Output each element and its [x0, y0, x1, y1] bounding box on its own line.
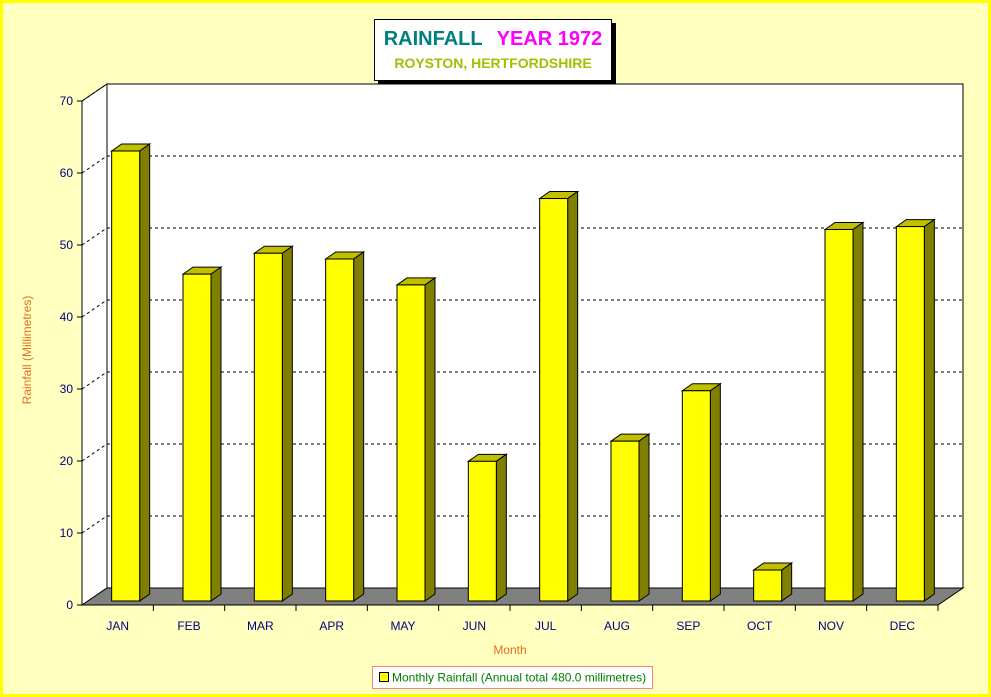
x-tick-label: MAY: [390, 619, 415, 633]
bars: [110, 143, 936, 602]
bar-front: [467, 460, 497, 602]
bar-side: [281, 245, 293, 602]
bar-front: [610, 440, 640, 602]
bar: [181, 266, 223, 602]
bar: [395, 276, 437, 602]
y-tick-label: 40: [60, 310, 74, 324]
chart-title-right: YEAR 1972: [496, 28, 603, 50]
gridline-side: [81, 83, 108, 102]
gridline-side: [81, 227, 108, 246]
bar-side: [139, 143, 151, 602]
axis-labels: 0 10 20 30 40 50 60 70 JAN FEB MAR APR MAY JUN JUL AUG S…: [60, 94, 916, 633]
bar-front: [539, 198, 569, 602]
bar-front: [182, 273, 212, 602]
x-axis-title: Month: [493, 643, 526, 657]
chart-title: RAINFALL YEAR 1972: [375, 28, 611, 51]
back-wall: [106, 83, 964, 589]
bar: [252, 245, 294, 602]
bar: [823, 221, 865, 602]
bar-side: [353, 251, 365, 602]
side-wall: [81, 83, 108, 606]
bar-front: [824, 228, 854, 602]
y-axis-title: Rainfall (Millimetres): [20, 296, 34, 405]
bar-side: [709, 382, 721, 602]
x-tick-label: JUL: [535, 619, 557, 633]
bar: [538, 190, 580, 602]
bar: [680, 382, 722, 602]
chart-title-box: RAINFALL YEAR 1972 ROYSTON, HERTFORDSHIRE: [374, 19, 612, 81]
legend-label: Monthly Rainfall (Annual total 480.0 mil…: [392, 670, 647, 685]
bar-front: [895, 226, 925, 602]
bar-front: [325, 258, 355, 602]
gridline-side: [81, 443, 108, 462]
bar: [752, 562, 794, 602]
y-tick-label: 50: [60, 238, 74, 252]
bar-front: [396, 284, 426, 602]
bar-side: [567, 190, 579, 602]
legend-swatch: [379, 671, 389, 682]
plot-walls: [80, 83, 965, 606]
gridline-side: [81, 299, 108, 318]
x-tick-label: SEP: [676, 619, 700, 633]
bar-side: [781, 562, 793, 602]
legend: Monthly Rainfall (Annual total 480.0 mil…: [372, 666, 654, 689]
x-tick-label: JUN: [463, 619, 486, 633]
bar: [466, 453, 508, 602]
bar-front: [111, 150, 141, 602]
x-tick-label: FEB: [177, 619, 200, 633]
bar: [110, 143, 152, 602]
bar-side: [210, 266, 222, 602]
bar-side: [852, 221, 864, 602]
bar-side: [495, 453, 507, 602]
y-tick-label: 20: [60, 454, 74, 468]
x-tick-label: JAN: [106, 619, 129, 633]
y-tick-label: 70: [60, 94, 74, 108]
chart-title-left: RAINFALL: [383, 28, 483, 50]
x-tick-label: APR: [319, 619, 344, 633]
x-tick-label: DEC: [890, 619, 916, 633]
y-tick-label: 10: [60, 526, 74, 540]
bar: [609, 433, 651, 602]
chart-subtitle: ROYSTON, HERTFORDSHIRE: [394, 55, 592, 71]
gridlines: [81, 83, 963, 534]
bar: [894, 218, 936, 602]
bar-side: [424, 276, 436, 602]
gridline-side: [81, 371, 108, 390]
bar-front: [681, 390, 711, 602]
x-tick-label: NOV: [818, 619, 844, 633]
bar-front: [753, 569, 783, 602]
y-tick-label: 60: [60, 166, 74, 180]
y-tick-label: 0: [66, 598, 73, 612]
gridline-side: [81, 155, 108, 174]
x-tick-label: OCT: [747, 619, 773, 633]
bar: [324, 251, 366, 602]
bar-side: [923, 218, 935, 602]
y-tick-label: 30: [60, 382, 74, 396]
bar-side: [638, 433, 650, 602]
axes: [77, 100, 939, 611]
gridline-side: [81, 515, 108, 534]
x-tick-label: MAR: [247, 619, 274, 633]
x-tick-label: AUG: [604, 619, 630, 633]
bar-front: [253, 252, 283, 602]
